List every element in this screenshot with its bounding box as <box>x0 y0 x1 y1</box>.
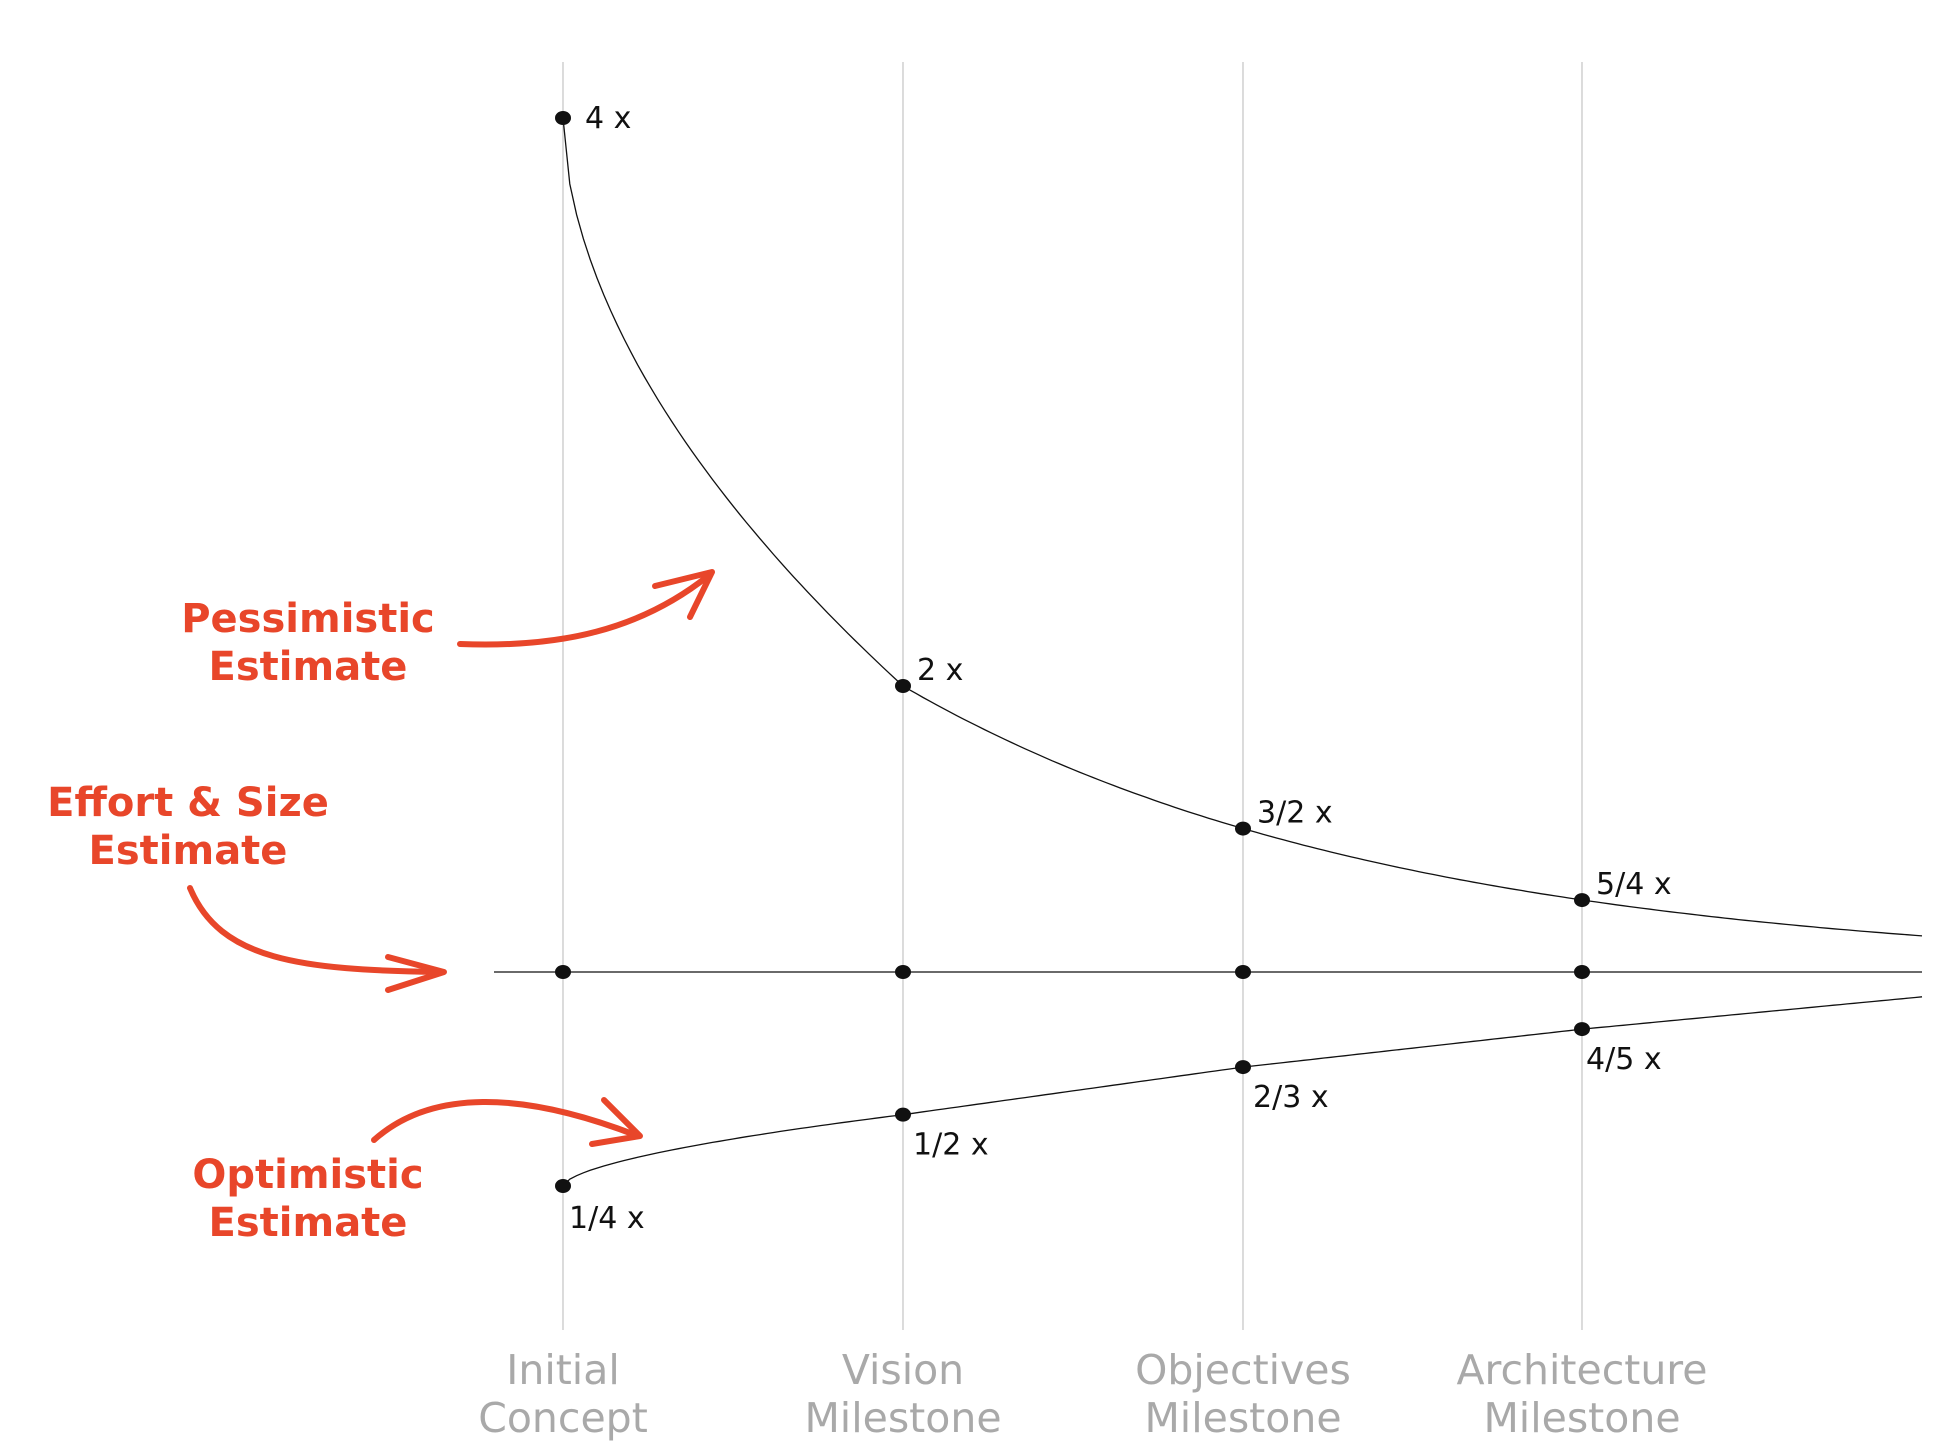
data-point-s2-3 <box>1235 965 1251 979</box>
data-point-s2-2 <box>895 965 911 979</box>
milestone-label-1-1: Initial <box>506 1346 619 1394</box>
annotation-2-line-1: Effort & Size <box>47 780 329 826</box>
point-labels: 4 x 2 x 3/2 x 5/4 x 1/4 x 1/2 x 2/3 x 4/5 x <box>569 101 1672 1236</box>
point-label-s1-4: 5/4 x <box>1596 867 1672 902</box>
pessimistic-arrow-head <box>652 569 715 620</box>
optimistic-arrow-head <box>589 1097 643 1147</box>
annotation-2-line-2: Estimate <box>89 828 288 874</box>
milestone-label-3-1: Objectives <box>1135 1346 1351 1394</box>
data-point-s3-2 <box>895 1107 911 1122</box>
data-point-s3-3 <box>1235 1060 1251 1075</box>
point-label-s1-3: 3/2 x <box>1257 796 1333 831</box>
point-label-s3-1: 1/4 x <box>569 1201 645 1236</box>
data-point-s3-4 <box>1574 1022 1590 1037</box>
data-point-s3-1 <box>555 1179 571 1193</box>
annotation-1-line-1: Pessimistic <box>181 596 435 642</box>
optimistic-arrow <box>371 1099 641 1143</box>
milestone-label-3-2: Milestone <box>1144 1394 1341 1442</box>
milestone-labels: InitialConceptVisionMilestoneObjectivesM… <box>478 1346 1707 1442</box>
annotation-3-line-1: Optimistic <box>192 1152 423 1198</box>
effort-arrow <box>187 885 443 975</box>
effort-arrow-head <box>385 954 447 993</box>
data-point-s1-3 <box>1235 821 1251 836</box>
data-point-s1-4 <box>1574 893 1590 908</box>
point-label-s3-4: 4/5 x <box>1586 1042 1662 1077</box>
data-point-s2-1 <box>555 965 571 979</box>
data-point-s2-4 <box>1574 965 1590 979</box>
point-label-s1-2: 2 x <box>917 653 963 688</box>
data-point-s1-2 <box>895 679 911 693</box>
milestone-label-1-2: Concept <box>478 1394 648 1442</box>
annotation-1-line-2: Estimate <box>209 644 408 690</box>
point-label-s3-3: 2/3 x <box>1253 1080 1329 1115</box>
point-label-s3-2: 1/2 x <box>913 1128 989 1163</box>
data-point-s1-1 <box>555 111 571 125</box>
data-points <box>555 111 1590 1193</box>
milestone-label-4-1: Architecture <box>1456 1346 1707 1394</box>
milestone-label-2-1: Vision <box>842 1346 964 1394</box>
milestone-label-2-2: Milestone <box>804 1394 1001 1442</box>
gridlines <box>562 62 1583 1330</box>
pessimistic-arrow <box>457 573 711 648</box>
annotation-3-line-2: Estimate <box>209 1200 408 1246</box>
milestone-label-4-2: Milestone <box>1483 1394 1680 1442</box>
point-label-s1-1: 4 x <box>585 101 631 136</box>
